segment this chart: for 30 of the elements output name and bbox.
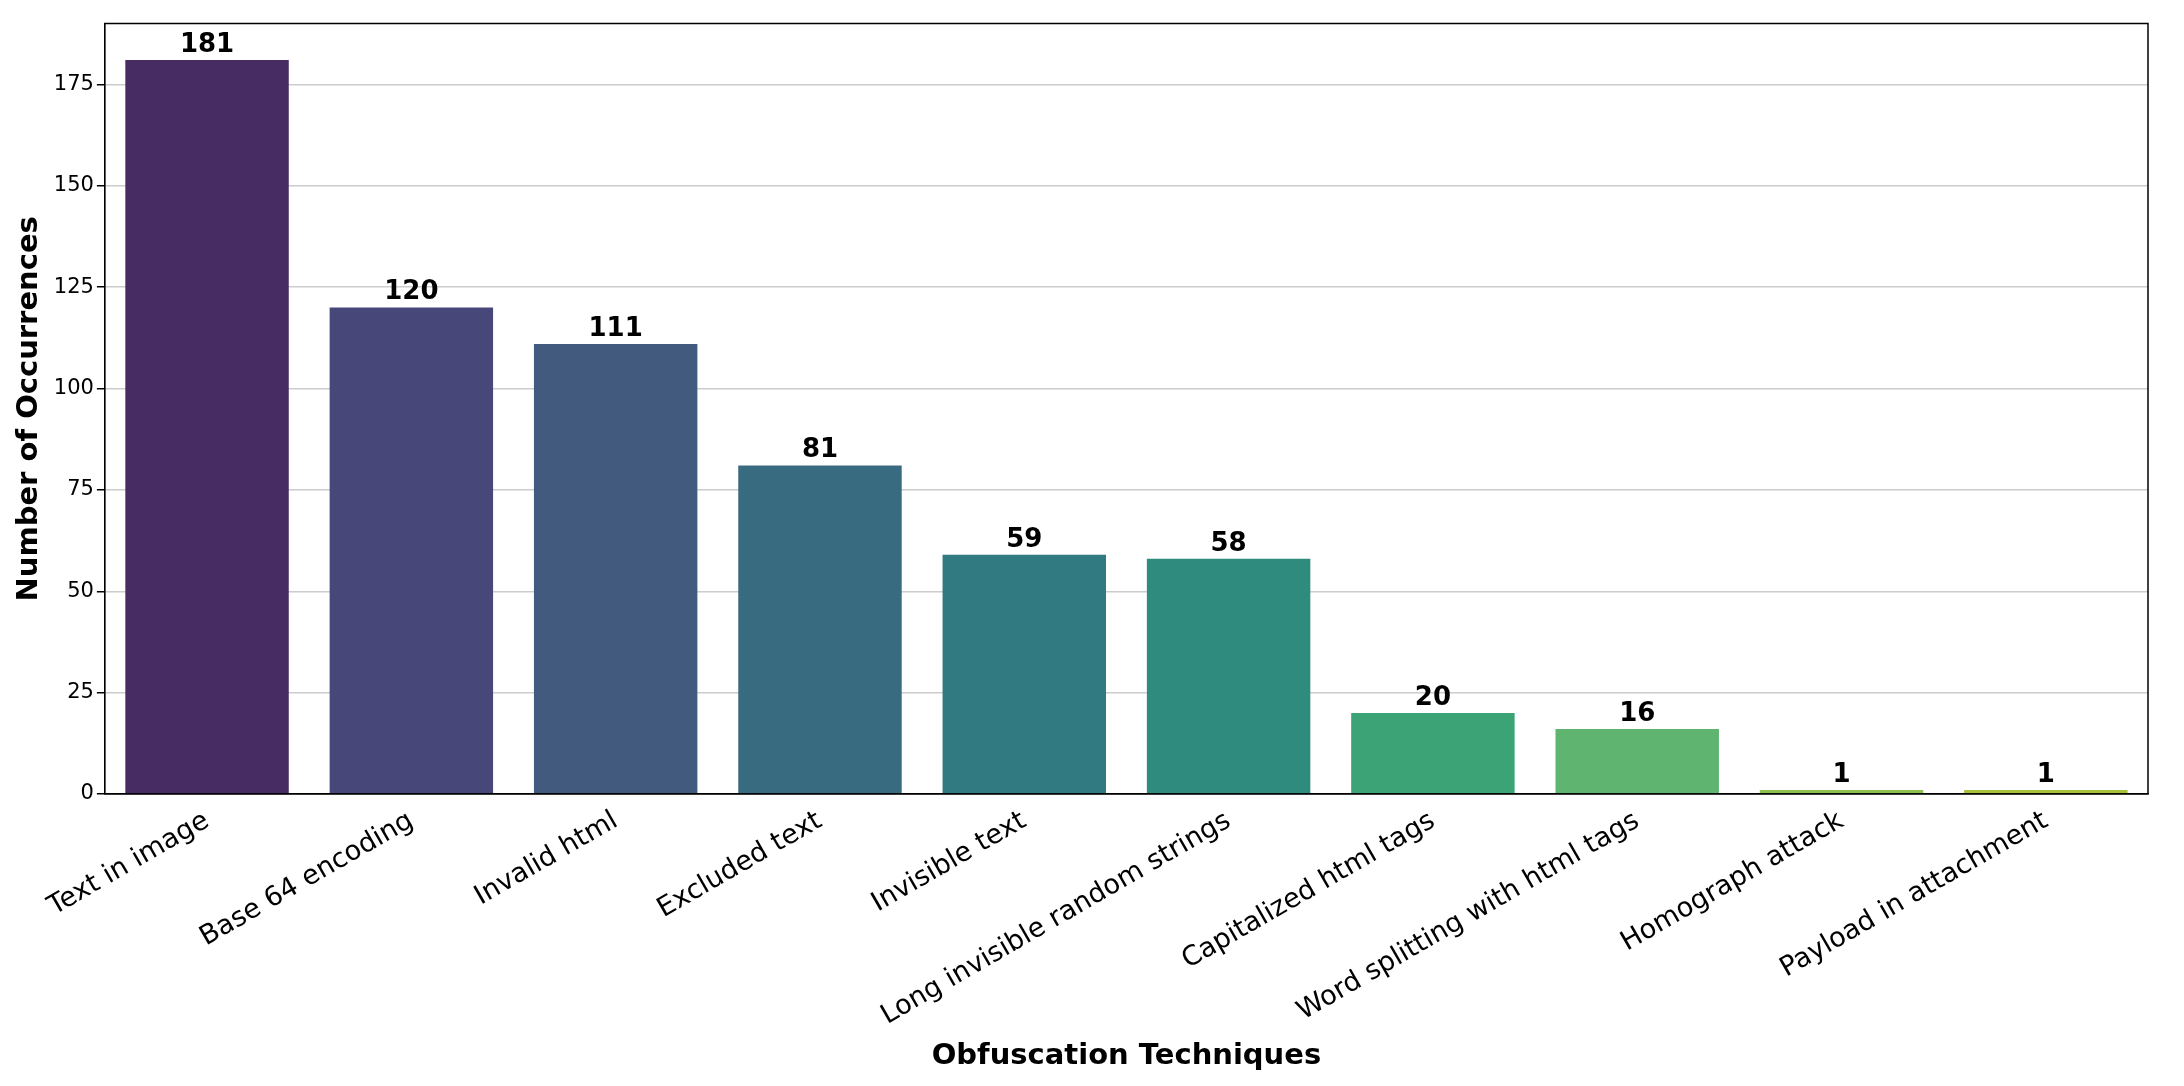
data-label: 81: [801, 433, 839, 464]
data-label: 111: [588, 311, 643, 342]
y-tick-label: 0: [80, 780, 94, 805]
y-tick-label: 50: [67, 577, 94, 602]
data-label: 1: [2036, 757, 2055, 788]
y-tick-label: 100: [53, 374, 94, 399]
bar: [1555, 729, 1719, 794]
y-axis-title: Number of Occurrences: [9, 216, 44, 602]
y-tick-label: 125: [53, 273, 94, 298]
data-label: 181: [179, 27, 235, 58]
bar: [942, 554, 1107, 794]
bar: [738, 465, 902, 794]
data-label: 58: [1210, 526, 1247, 557]
data-label: 59: [1006, 522, 1043, 553]
bar: [329, 307, 494, 794]
data-label: 120: [384, 275, 439, 306]
y-tick-label: 175: [53, 70, 94, 95]
y-tick-label: 75: [67, 476, 94, 501]
bar: [1351, 712, 1515, 794]
data-label: 1: [1832, 757, 1851, 788]
bar: [1146, 558, 1311, 794]
y-tick-label: 150: [53, 172, 94, 197]
bar: [1759, 789, 1924, 794]
x-axis-title: Obfuscation Techniques: [931, 1037, 1322, 1072]
data-label: 20: [1414, 680, 1451, 711]
bar: [533, 343, 698, 794]
bar: [125, 60, 289, 794]
bar: [1964, 789, 2128, 794]
y-tick-label: 25: [67, 679, 94, 704]
data-label: 16: [1619, 696, 1656, 727]
